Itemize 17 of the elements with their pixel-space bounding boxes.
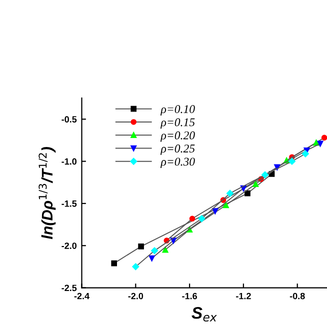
- x-tick-label: -2.0: [128, 292, 144, 300]
- y-tick-label: -1.0: [62, 158, 77, 165]
- legend-label: ρ=0.20: [160, 131, 195, 142]
- legend-label: ρ=0.25: [160, 144, 195, 155]
- y-tick-label: -0.5: [62, 116, 77, 123]
- x-tick-label: -0.8: [290, 292, 305, 300]
- x-tick-label: -1.6: [182, 292, 198, 300]
- y-tick-label: -2.5: [62, 284, 77, 292]
- y-axis-title: ln(Dρ$^{1/3}$/T$^{1/2}$): [38, 147, 56, 240]
- x-axis-title: S$_{ex}$: [192, 307, 217, 322]
- legend-label: ρ=0.30: [160, 158, 195, 168]
- y-tick-label: -2.0: [62, 242, 77, 249]
- y-tick-label: -1.5: [62, 200, 77, 207]
- legend-label: ρ=0.10: [160, 105, 195, 116]
- x-tick-label: -1.2: [236, 292, 251, 300]
- x-tick-label: -2.4: [74, 292, 90, 300]
- legend-label: ρ=0.15: [160, 118, 195, 129]
